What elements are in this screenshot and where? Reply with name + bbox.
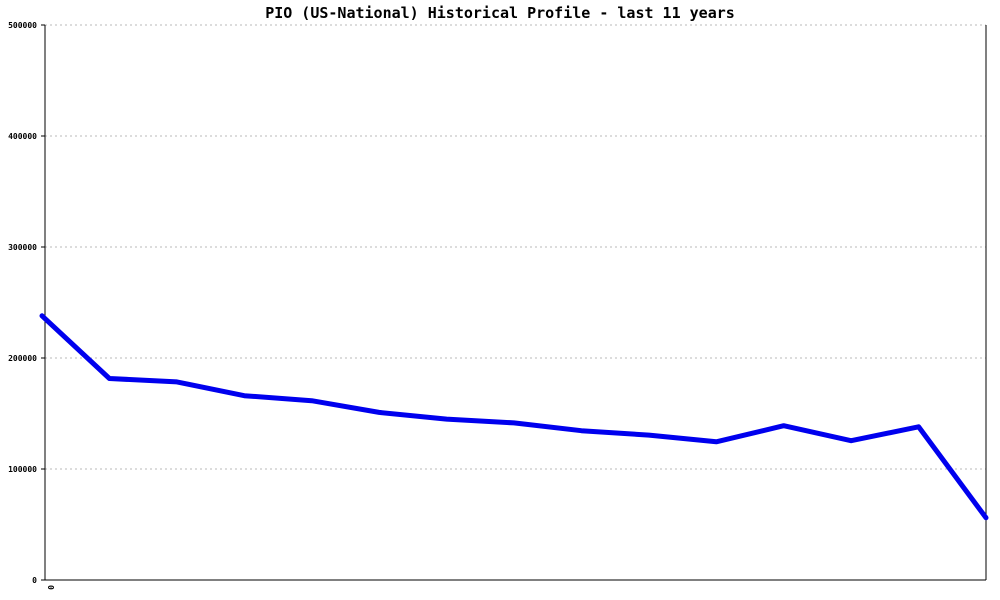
series-lines	[39, 313, 989, 521]
y-tick-label: 400000	[8, 132, 37, 141]
x-tick-labels: 0	[46, 585, 55, 590]
series-line	[39, 313, 989, 521]
y-tick-label: 200000	[8, 354, 37, 363]
y-tick-label: 300000	[8, 243, 37, 252]
y-tick-label: 500000	[8, 21, 37, 30]
y-tick-label: 100000	[8, 465, 37, 474]
chart-title: PIO (US-National) Historical Profile - l…	[265, 4, 735, 22]
grid-lines	[45, 24, 986, 470]
axes	[44, 25, 987, 581]
y-tick-labels: 0 100000 200000 300000 400000 500000	[8, 21, 45, 585]
y-tick-label: 0	[32, 576, 37, 585]
x-tick-label: 0	[46, 585, 55, 590]
